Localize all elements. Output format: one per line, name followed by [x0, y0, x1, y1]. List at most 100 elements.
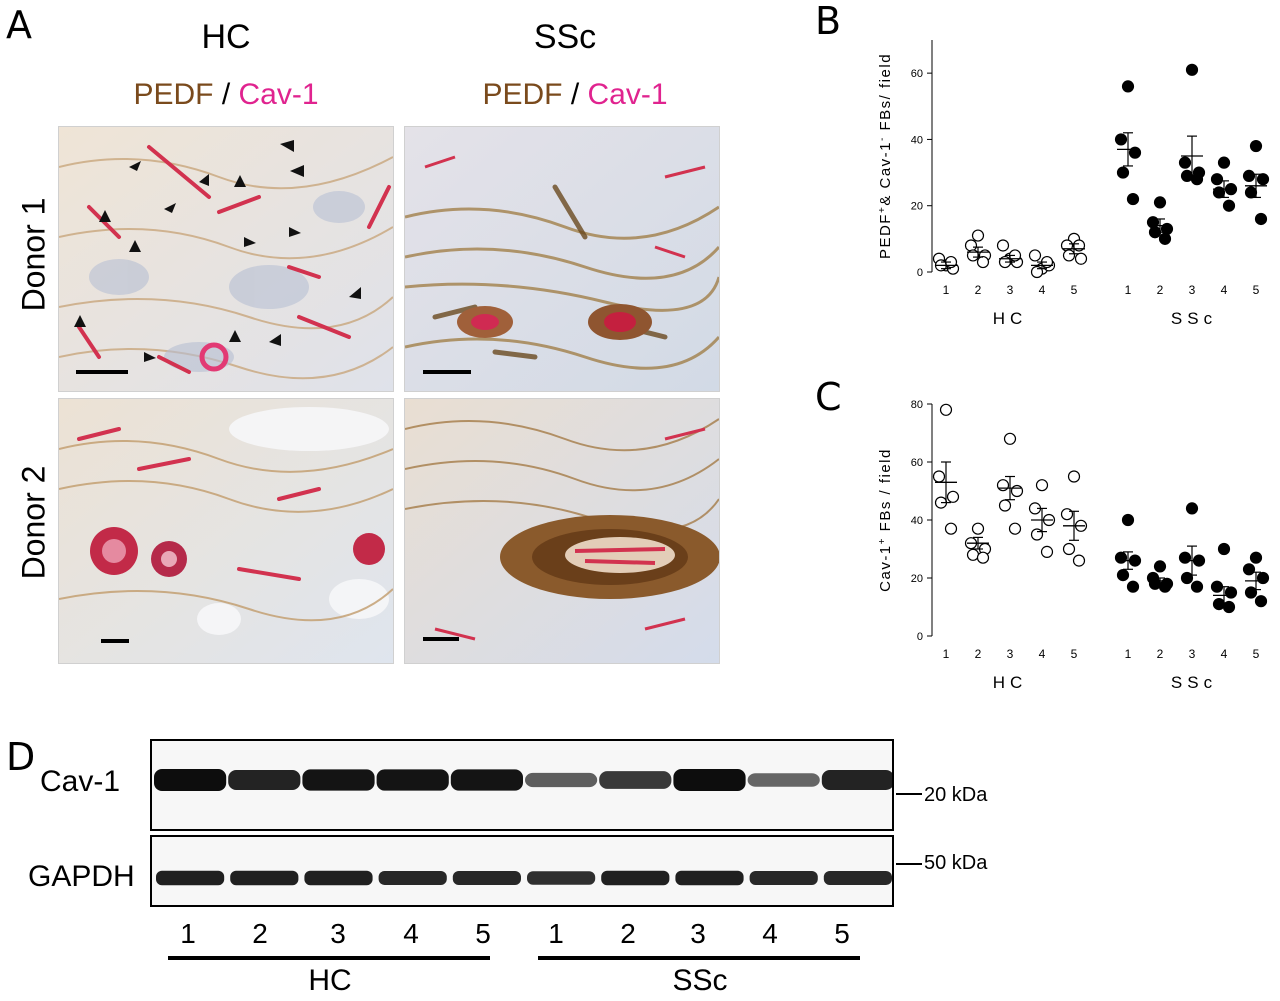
marker-20kda: 20 kDa [924, 784, 988, 806]
data-point [1217, 156, 1231, 169]
group-bar-hc [168, 956, 490, 960]
data-point [966, 548, 980, 561]
band-gapdh [601, 870, 670, 886]
stain-legend-ssc: PEDF / Cav-1 [475, 78, 675, 112]
data-point [1244, 186, 1258, 199]
y-axis-label: Cav-1+ FBs / field [877, 448, 895, 592]
band-gapdh [156, 870, 225, 886]
band-cav1 [450, 769, 523, 791]
micrograph-ssc-donor-1 [404, 126, 720, 392]
marker-50kda: 50 kDa [924, 852, 988, 874]
data-point [1074, 252, 1088, 265]
data-point [1008, 522, 1022, 535]
data-point [996, 239, 1010, 252]
lane-number: 1 [180, 918, 196, 949]
group-label: SSc [1171, 673, 1217, 692]
x-tick-label: 3 [1007, 647, 1014, 661]
x-tick-label: 2 [975, 647, 982, 661]
lane-number: 2 [620, 918, 636, 949]
data-point [1040, 545, 1054, 558]
data-point [1121, 80, 1135, 93]
data-point [1067, 470, 1081, 483]
band-cav1 [525, 772, 598, 788]
row-label-donor-1: Donor 1 [15, 197, 52, 312]
western-blot [150, 739, 922, 907]
lane-number: 1 [548, 918, 564, 949]
x-tick-label: 4 [1221, 647, 1228, 661]
data-point [1256, 173, 1270, 186]
data-point [1249, 139, 1263, 153]
micrograph-hc-donor-1 [58, 126, 394, 392]
data-point [1222, 600, 1236, 614]
data-point [996, 479, 1010, 492]
data-point [946, 490, 960, 503]
data-point [1028, 249, 1042, 262]
y-tick-label: 0 [917, 631, 923, 643]
data-point [1224, 586, 1238, 599]
data-point [1153, 560, 1167, 573]
y-tick-label: 60 [911, 68, 923, 80]
lane-number: 5 [475, 918, 491, 949]
y-tick-label: 0 [917, 267, 923, 279]
data-point [1185, 502, 1199, 515]
data-point [1126, 192, 1140, 206]
x-tick-label: 2 [1157, 283, 1164, 297]
data-point [964, 239, 978, 252]
panel-letter-c: C [815, 375, 842, 419]
x-tick-label: 5 [1071, 283, 1078, 297]
x-tick-label: 4 [1039, 647, 1046, 661]
y-tick-label: 40 [911, 134, 923, 146]
data-point [1116, 569, 1130, 582]
y-axis-label: PEDF+& Cav-1- FBs/ field [877, 53, 895, 259]
x-tick-label: 4 [1039, 283, 1046, 297]
data-point [1153, 196, 1167, 209]
x-tick-label: 5 [1253, 283, 1260, 297]
data-point [1190, 580, 1204, 593]
x-tick-label: 4 [1221, 283, 1228, 297]
data-point [939, 403, 953, 416]
column-title-hc: HC [201, 18, 251, 56]
y-tick-label: 20 [911, 573, 923, 585]
band-cav1 [747, 773, 820, 787]
data-point [971, 229, 985, 242]
stain-cav1-label: Cav-1 [587, 78, 668, 111]
x-tick-label: 5 [1253, 647, 1260, 661]
panel-letter-a: A [6, 3, 32, 47]
panel-letter-b: B [815, 0, 842, 43]
data-point [1072, 554, 1086, 567]
x-tick-label: 2 [975, 283, 982, 297]
data-point [971, 522, 985, 535]
data-point [976, 255, 990, 269]
micrograph-ssc-donor-2 [404, 398, 720, 664]
x-tick-label: 1 [1125, 283, 1132, 297]
band-cav1 [302, 769, 375, 791]
data-point [1242, 563, 1256, 576]
x-tick-label: 5 [1071, 647, 1078, 661]
data-point [1210, 173, 1224, 186]
x-tick-label: 3 [1189, 283, 1196, 297]
stain-separator: / [221, 78, 231, 111]
band-cav1 [228, 770, 301, 790]
blot-row-label-cav1: Cav-1 [40, 765, 121, 798]
lane-number: 4 [762, 918, 778, 949]
data-point [1158, 232, 1172, 245]
x-tick-label: 1 [943, 647, 950, 661]
data-point [1114, 133, 1128, 146]
band-gapdh [304, 870, 373, 886]
x-tick-label: 3 [1189, 647, 1196, 661]
data-point [1003, 432, 1017, 445]
data-point [1217, 542, 1231, 556]
data-point [1178, 551, 1192, 564]
band-gapdh [675, 870, 744, 886]
lane-number: 2 [252, 918, 268, 949]
band-cav1 [376, 769, 449, 791]
data-point [1242, 169, 1256, 182]
stain-legend-hc: PEDF / Cav-1 [126, 78, 326, 112]
y-tick-label: 60 [911, 457, 923, 469]
panel-letter-d: D [6, 735, 36, 779]
data-point [1060, 508, 1074, 521]
stain-pedf-label: PEDF [482, 78, 563, 111]
micrograph-hc-donor-2 [58, 398, 394, 664]
data-point [1180, 571, 1194, 585]
data-point [1178, 156, 1192, 169]
